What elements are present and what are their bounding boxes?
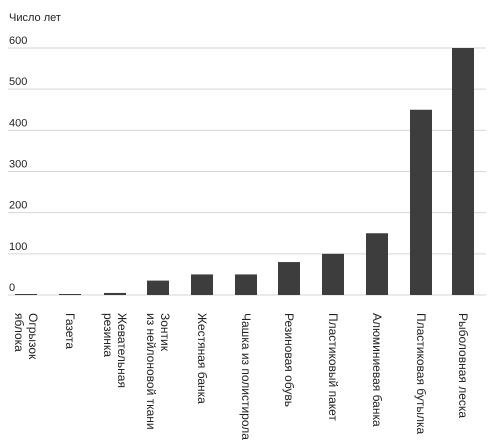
x-tick-label: резинка [101,313,115,357]
x-tick-label: Рыболовная леска [456,313,470,418]
x-tick-label: Алюминиевая банка [370,313,384,427]
y-axis: 0 100 200 300 400 500 600 [9,35,27,294]
y-tick-label: 100 [9,241,27,253]
x-tick-label: Огрызок [26,313,40,360]
y-tick-label: 0 [9,282,15,294]
bar [15,294,37,295]
y-tick-label: 200 [9,200,27,212]
bar [410,109,432,295]
y-tick-label: 300 [9,159,27,171]
x-tick-label: Чашка из полистирола [239,313,253,440]
x-tick-label: Жевательная [115,313,129,388]
x-tick-label: Пластиковый пакет [326,313,340,421]
gridlines [8,47,486,296]
bar [235,274,257,295]
x-tick-label: Жестяная банка [195,313,209,404]
bar [452,48,474,295]
y-axis-title: Число лет [9,12,61,24]
x-tick-label: из нейлоновой ткани [144,313,158,430]
x-tick-label: Резиновая обувь [282,313,296,407]
y-tick-label: 400 [9,117,27,129]
y-tick-label: 500 [9,76,27,88]
x-tick-label: Пластиковая бутылка [414,313,428,435]
bar [366,233,388,295]
x-tick-label: Зонтик [158,313,172,352]
x-tick-label: яблока [12,313,26,352]
bar [322,253,344,295]
bar [147,280,169,295]
x-tick-label: Газета [63,313,77,349]
bar [278,262,300,295]
bar [104,292,126,295]
bar [59,294,81,295]
y-tick-label: 600 [9,35,27,47]
bars [15,48,474,295]
bar [191,274,213,295]
